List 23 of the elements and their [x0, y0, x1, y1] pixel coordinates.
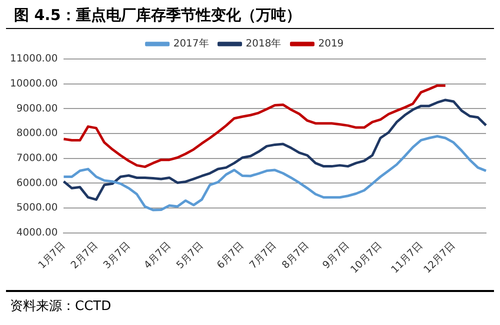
legend-label: 2018年: [246, 38, 282, 50]
y-tick-label: 10000.00: [10, 78, 58, 90]
x-tick-label: 6月7日: [215, 240, 246, 272]
x-tick-label: 1月7日: [36, 240, 68, 272]
legend-label: 2017年: [173, 38, 209, 50]
x-tick-label: 11月7日: [390, 240, 425, 276]
x-tick-label: 2月7日: [69, 240, 100, 272]
y-tick-label: 8000.00: [16, 128, 58, 140]
y-tick-label: 11000.00: [10, 54, 58, 65]
x-tick-label: 5月7日: [174, 240, 206, 272]
legend-label: 2019: [318, 38, 344, 50]
y-tick-label: 9000.00: [16, 103, 58, 114]
x-tick-label: 12月7日: [422, 240, 458, 276]
y-tick-label: 7000.00: [16, 152, 58, 164]
x-tick-label: 8月7日: [280, 240, 312, 272]
x-tick-label: 4月7日: [142, 240, 174, 272]
x-tick-label: 7月7日: [248, 240, 279, 272]
y-tick-label: 6000.00: [16, 178, 58, 189]
y-tick-label: 5000.00: [16, 202, 58, 214]
text: 资料来源：CCTD: [10, 299, 112, 314]
y-tick-label: 4000.00: [16, 227, 58, 238]
x-tick-label: 3月7日: [102, 240, 133, 272]
chart-title: 图 4.5：重点电厂库存季节性变化（万吨）: [6, 0, 494, 29]
